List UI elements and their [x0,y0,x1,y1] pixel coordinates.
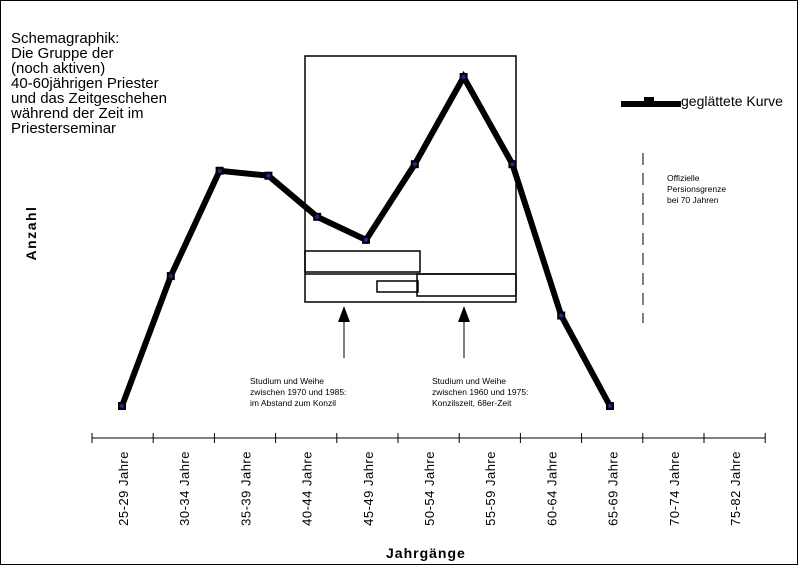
data-point-dot [607,403,613,409]
data-point-dot [266,173,271,178]
arrow-study-a-head [338,306,350,322]
pension-note-line-3: bei 70 Jahren [667,195,719,205]
arrow-study-b-head [458,306,470,322]
description-line-7: Priesterseminar [11,120,117,137]
data-point-dot [168,273,173,279]
description-line-5: und das Zeitgeschehen [11,90,167,107]
x-tick-label: 65-69 Jahre [606,451,621,526]
study-note-1960-1975: Studium und Weihe zwischen 1960 und 1975… [432,376,528,409]
x-tick-label: 45-49 Jahre [361,451,376,526]
x-tick-label: 55-59 Jahre [483,451,498,526]
data-point-dot [461,74,466,80]
y-axis-title: Anzahl [23,205,39,261]
study-b-line-2: zwischen 1960 und 1975: [432,387,529,397]
data-point-dot [510,161,515,167]
period-bar-1970-1985 [304,250,421,273]
period-bar-small [376,280,419,293]
study-a-line-3: im Abstand zum Konzil [250,398,336,408]
x-tick-label: 75-82 Jahre [728,451,743,526]
pension-note: Offizielle Persionsgrenze bei 70 Jahren [667,173,726,206]
description-line-3: (noch aktiven) [11,60,106,77]
pension-note-line-1: Offizielle [667,173,700,183]
chart-description: Schemagraphik: Die Gruppe der (noch akti… [11,31,231,136]
data-point-dot [315,214,320,220]
data-point-dot [363,237,369,243]
x-axis-title: Jahrgänge [386,545,466,561]
study-note-1970-1985: Studium und Weihe zwischen 1970 und 1985… [250,376,346,409]
description-line-2: Die Gruppe der [11,45,114,62]
study-b-line-3: Konzilszeit, 68er-Zeit [432,398,512,408]
x-axis-ticks [91,433,766,443]
study-a-line-1: Studium und Weihe [250,376,325,386]
x-tick-label: 25-29 Jahre [116,451,131,526]
x-tick-label: 30-34 Jahre [177,451,192,526]
x-tick-label: 50-54 Jahre [422,451,437,526]
x-tick-label: 60-64 Jahre [544,451,559,526]
study-a-line-2: zwischen 1970 und 1985: [250,387,347,397]
legend-label: geglättete Kurve [681,93,783,109]
legend-marker-swatch [644,97,654,107]
x-tick-label: 40-44 Jahre [300,451,315,526]
study-b-line-1: Studium und Weihe [432,376,507,386]
period-box [304,55,517,303]
x-tick-label: 70-74 Jahre [667,451,682,526]
series-points [118,73,614,410]
description-line-4: 40-60jährigen Priester [11,75,159,92]
data-point-dot [217,168,222,173]
data-point-dot [412,161,417,167]
x-tick-label: 35-39 Jahre [238,451,253,526]
x-axis-tick-labels: 25-29 Jahre 30-34 Jahre 35-39 Jahre 40-44 J… [116,451,743,526]
data-point-dot [559,313,564,318]
description-line-1: Schemagraphik: [11,30,120,47]
period-bar-1960-1975 [416,273,517,297]
description-line-6: während der Zeit im [11,105,144,122]
data-point-dot [119,403,125,409]
pension-note-line-2: Persionsgrenze [667,184,727,194]
